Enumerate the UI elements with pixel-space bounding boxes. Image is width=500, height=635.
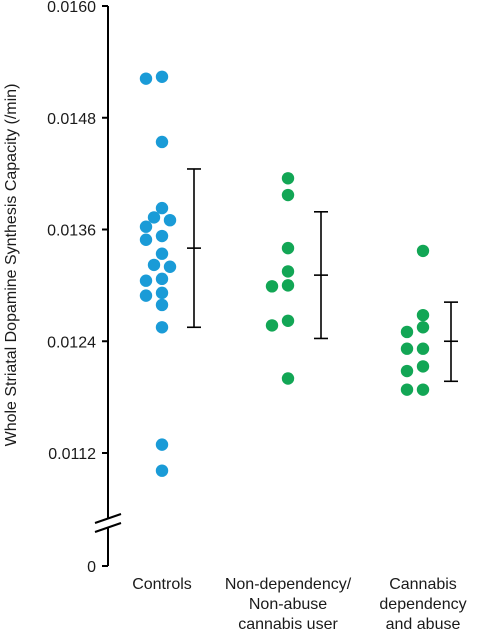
y-axis-ticks: 0.0160 0.0148 0.0136 0.0124 0.0112 0: [47, 0, 108, 576]
data-point: [265, 280, 279, 293]
data-point: [155, 286, 169, 300]
data-point: [281, 314, 295, 327]
data-point: [265, 319, 279, 332]
y-axis-title: Whole Striatal Dopamine Synthesis Capaci…: [3, 84, 20, 447]
y-axis: [94, 6, 122, 566]
data-point: [155, 247, 169, 260]
x-category-label: Controls: [132, 576, 192, 593]
data-point: [155, 438, 169, 451]
data-point: [281, 172, 295, 185]
data-point: [139, 274, 153, 287]
data-point: [155, 201, 169, 215]
axis-break-mark: [94, 522, 122, 533]
data-point: [281, 241, 295, 255]
y-tick-label: 0.0112: [48, 446, 96, 463]
data-point: [281, 372, 295, 385]
data-point: [281, 265, 295, 278]
data-points: [139, 70, 430, 477]
data-point: [155, 135, 169, 149]
data-point: [163, 260, 177, 273]
data-point: [400, 364, 414, 378]
x-category-label: cannabis user: [238, 616, 338, 633]
data-point: [155, 464, 169, 477]
data-point: [416, 360, 430, 373]
data-point: [416, 244, 430, 258]
data-point: [416, 342, 430, 355]
axis-break-mark: [94, 513, 122, 524]
data-point: [155, 70, 169, 83]
data-point: [400, 383, 414, 396]
x-category-label: and abuse: [386, 616, 461, 633]
error-bars: [187, 168, 458, 383]
y-tick-label: 0: [87, 559, 96, 576]
data-point: [416, 308, 430, 322]
data-point: [155, 272, 169, 286]
y-tick-label: 0.0160: [47, 0, 96, 16]
data-point: [155, 229, 169, 243]
x-category-labels: Controls Non-dependency/Non-abuse cannabis…: [132, 576, 466, 633]
data-point: [139, 72, 153, 85]
y-tick-label: 0.0124: [47, 334, 96, 351]
data-point: [139, 289, 153, 302]
x-category-label: Cannabis: [389, 576, 457, 593]
x-category-label: Non-dependency/: [225, 576, 352, 593]
data-point: [416, 383, 430, 396]
data-point: [400, 325, 414, 339]
x-category-label: Non-abuse: [249, 596, 327, 613]
data-point: [147, 211, 161, 224]
data-point: [147, 258, 161, 272]
x-category-label: dependency: [379, 596, 466, 613]
data-point: [155, 298, 169, 312]
data-point: [163, 213, 177, 227]
data-point: [281, 279, 295, 292]
data-point: [281, 188, 295, 202]
data-point: [416, 321, 430, 334]
data-point: [139, 220, 153, 233]
data-point: [400, 342, 414, 355]
data-point: [139, 233, 153, 246]
y-tick-label: 0.0136: [47, 223, 96, 240]
data-point: [155, 321, 169, 334]
y-tick-label: 0.0148: [47, 111, 96, 128]
